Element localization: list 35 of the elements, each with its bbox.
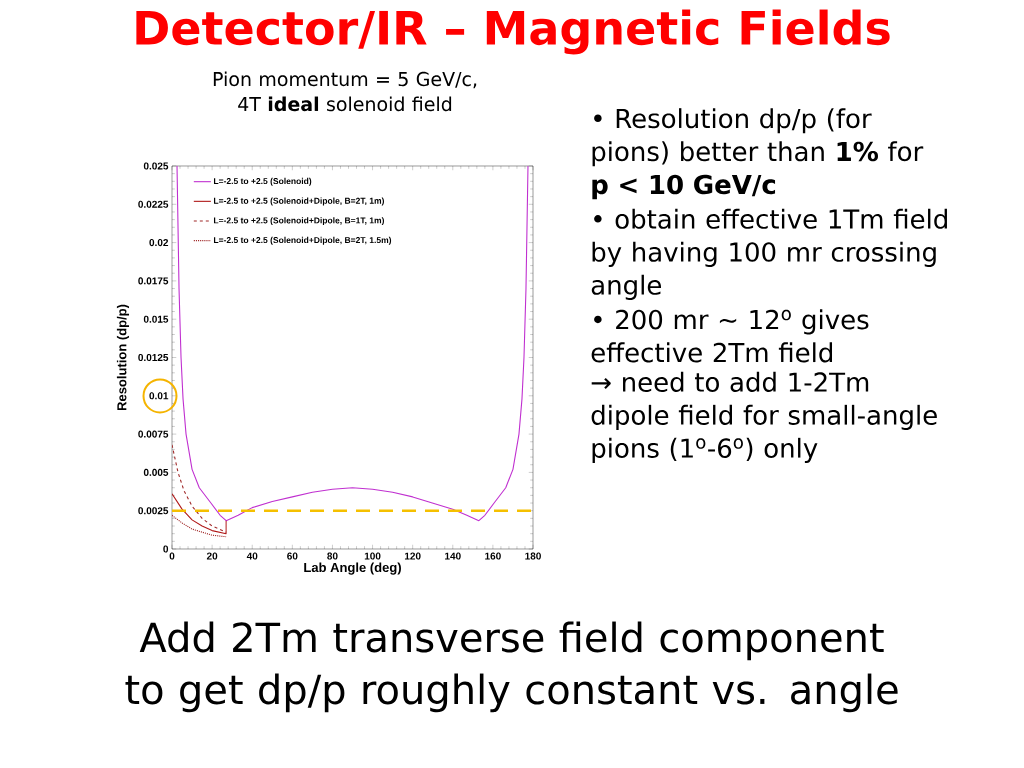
line-series — [172, 444, 227, 533]
x-tick-label: 20 — [206, 552, 218, 560]
y-tick-label: 0.0075 — [138, 430, 169, 438]
x-tick-label: 0 — [169, 552, 175, 560]
legend-label: L=-2.5 to +2.5 (Solenoid+Dipole, B=2T, 1m) — [213, 197, 384, 206]
x-tick-label: 80 — [327, 552, 338, 560]
x-tick-label: 120 — [404, 552, 421, 560]
text: • 200 mr ~ 12$^{o}$ gives effective 2Tm field — [591, 309, 869, 363]
text: • Resolution dp/p (for pions) better than 1% for p < 10 GeV/c — [592, 108, 924, 200]
chart-subtitle: Pion momentum = 5 GeV/c, 4T ideal solenoid field — [213, 71, 477, 112]
y-tick-label: 0.02 — [149, 239, 169, 247]
y-tick-label: 0.015 — [143, 315, 169, 323]
x-tick-label: 160 — [485, 552, 501, 560]
legend-label: L=-2.5 to +2.5 (Solenoid) — [213, 177, 312, 186]
y-tick-label: 0.0125 — [138, 353, 169, 362]
legend-label: L=-2.5 to +2.5 (Solenoid+Dipole, B=1T, 1m) — [213, 217, 384, 226]
x-tick-label: 100 — [364, 552, 381, 560]
y-tick-label: 0.0025 — [138, 507, 169, 515]
y-tick-label: 0.025 — [143, 162, 169, 170]
y-tick-label: 0.01 — [149, 392, 169, 400]
y-axis-title: Resolution (dp/p) — [116, 304, 130, 411]
legend-label: L=-2.5 to +2.5 (Solenoid+Dipole, B=2T, 1.5m) — [213, 236, 392, 245]
x-tick-label: 140 — [445, 552, 461, 560]
y-tick-label: 0.0175 — [138, 277, 169, 285]
x-tick-label: 60 — [287, 552, 298, 560]
y-tick-label: 0 — [163, 545, 169, 553]
y-tick-label: 0.0225 — [138, 200, 169, 208]
chart-title: Detector/IR – Magnetic Fields — [136, 9, 890, 55]
text: → need to add 1-2Tm dipole field for small-angle pions (1$^{o}$-6$^{o}$) only — [591, 371, 937, 463]
line-series — [172, 514, 227, 538]
text: Add 2Tm transverse field component to get dp/p roughly constant vs. angle — [125, 621, 898, 713]
x-tick-label: 40 — [246, 552, 258, 560]
y-tick-label: 0.005 — [143, 468, 169, 476]
x-axis-title: Lab Angle (deg) — [304, 562, 401, 575]
x-tick-label: 180 — [525, 552, 541, 560]
